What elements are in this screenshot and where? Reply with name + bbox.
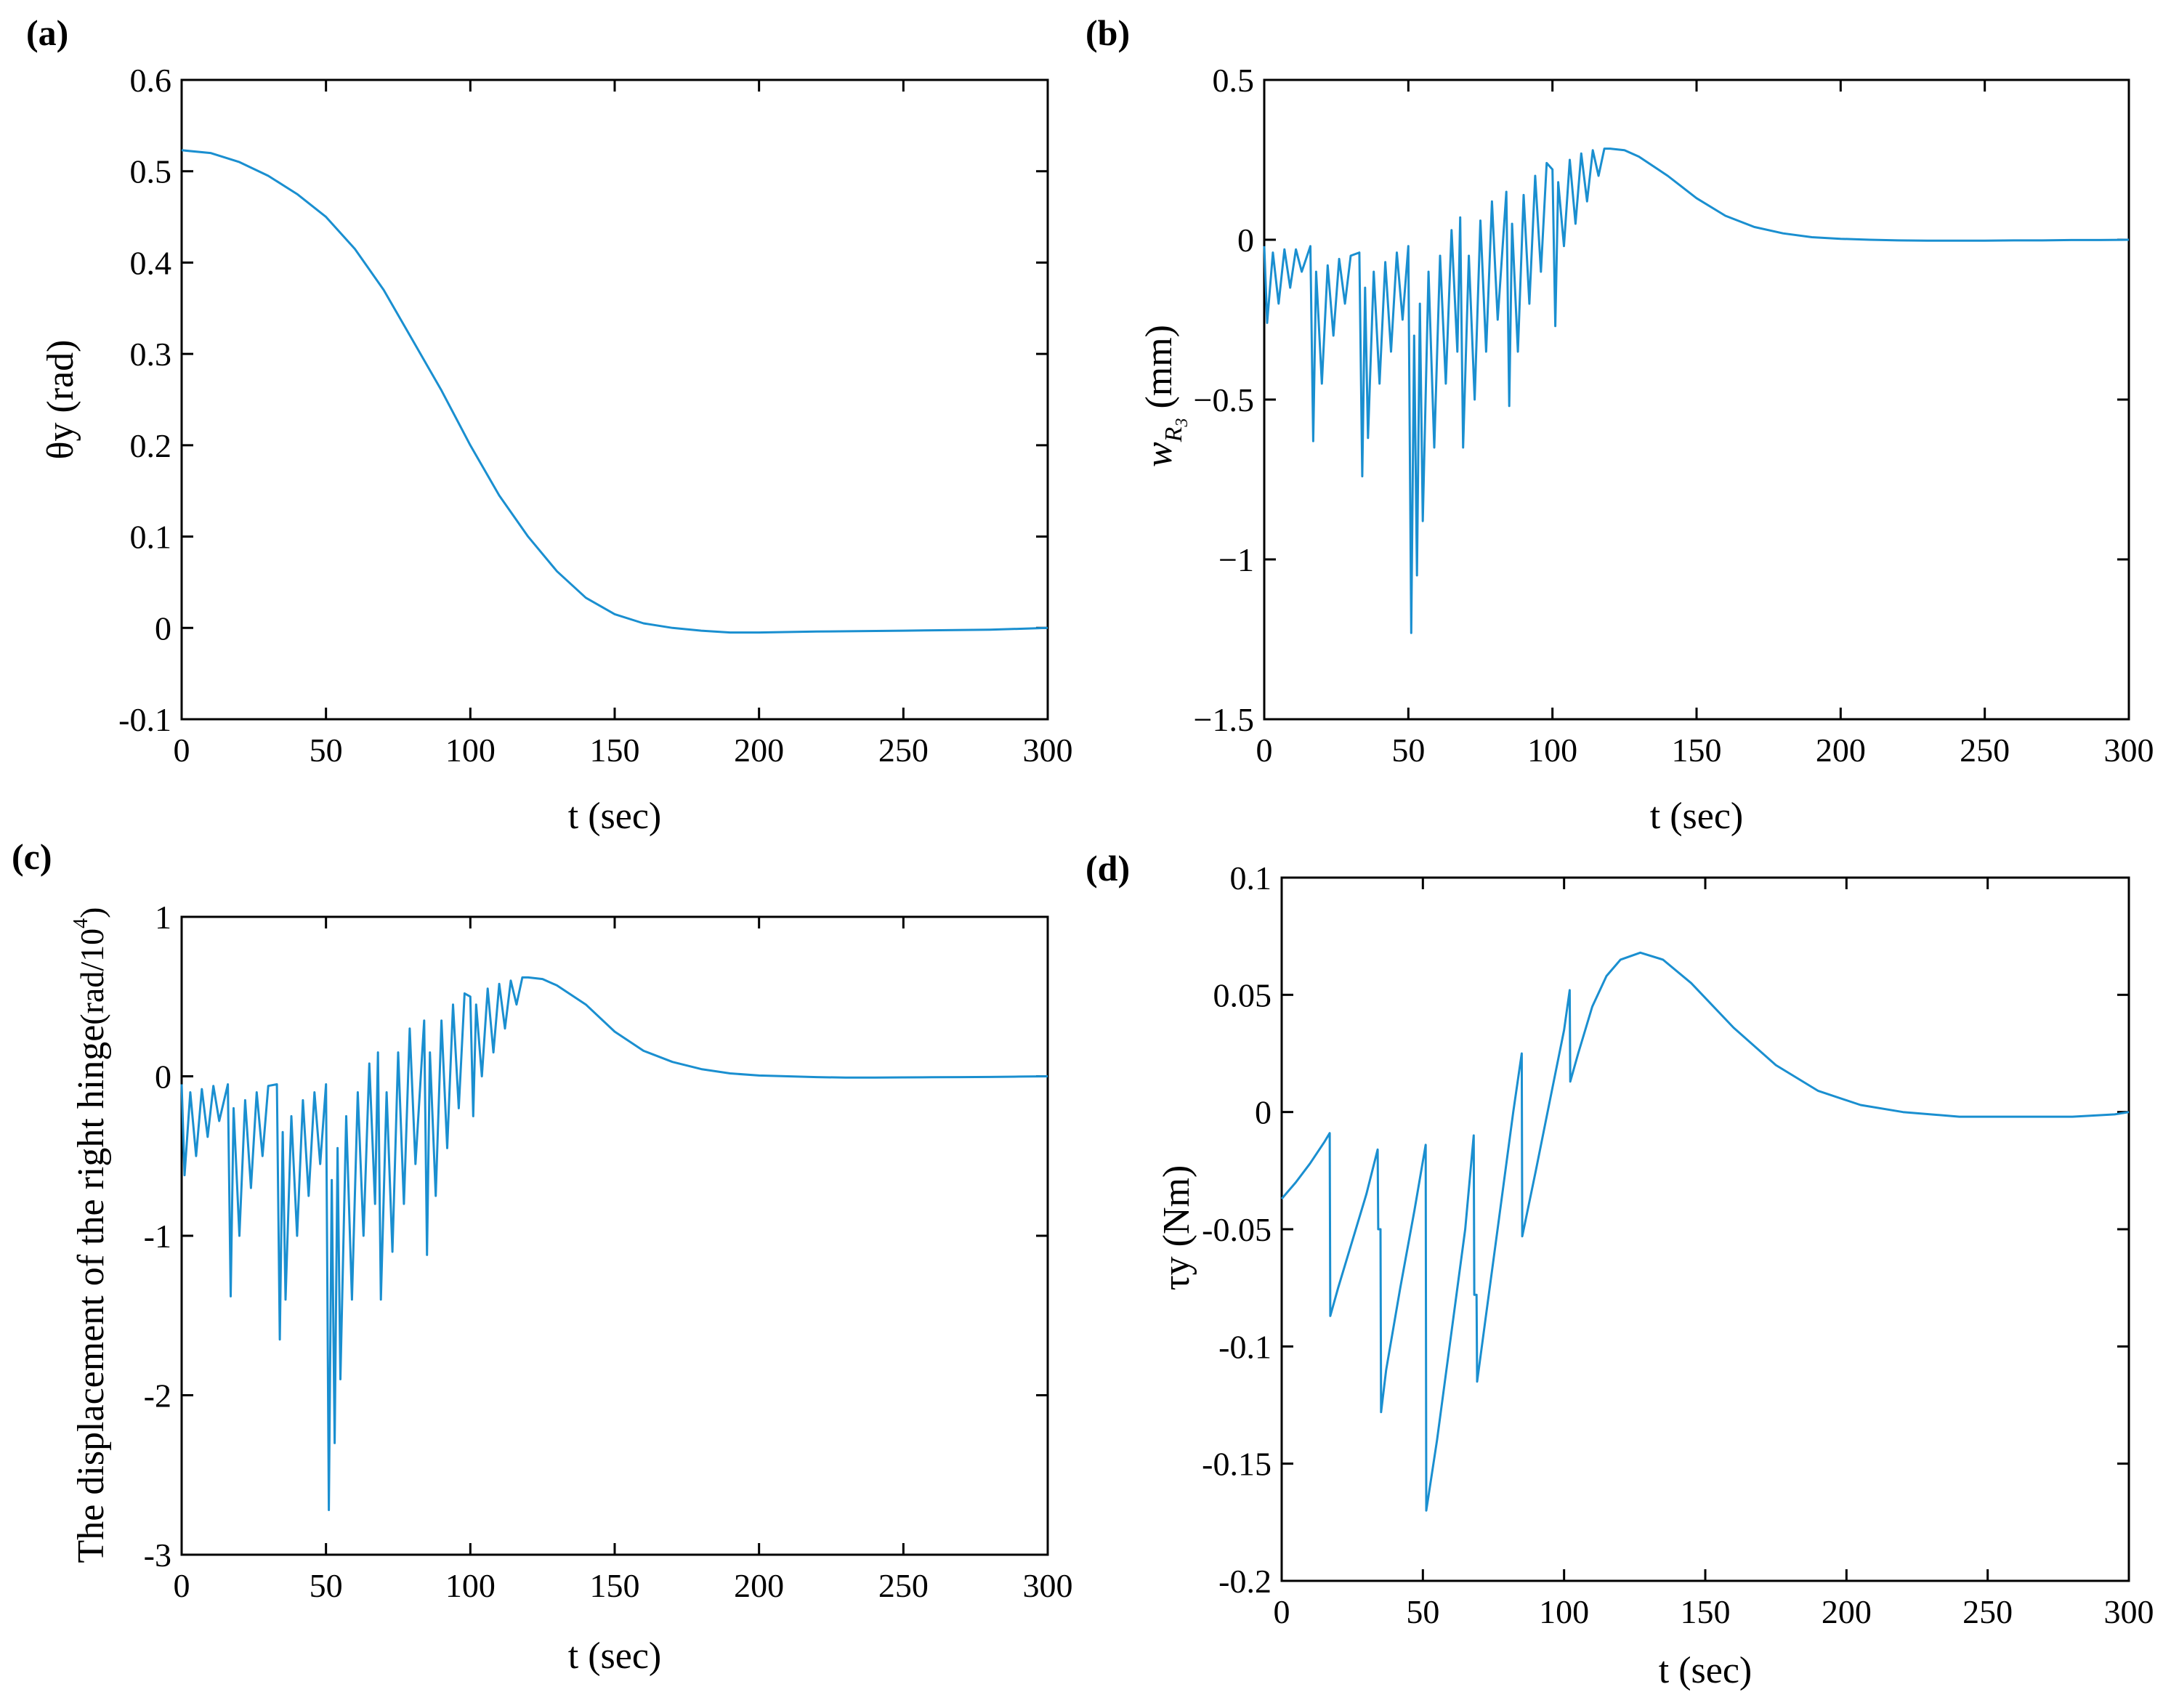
panel-c-xlabel: t (sec) xyxy=(568,1635,661,1677)
panel-d-xtick-label: 250 xyxy=(1962,1593,2013,1630)
panel-b-xtick-label: 50 xyxy=(1391,732,1425,769)
panel-c-ylabel-text: The displacement of the right hinge xyxy=(70,1025,112,1563)
panel-b-xlabel: t (sec) xyxy=(1650,796,1743,837)
panel-d-axes xyxy=(1280,876,2130,1582)
panel-b-ticks: 0 50 100 150 200 250 300 −1.5 −1 −0.5 0 0.5 xyxy=(1194,62,2154,769)
panel-b-ylabel-var: w xyxy=(1139,442,1180,467)
panel-b-ytick-label: 0 xyxy=(1237,222,1254,259)
panel-c-xtick-label: 150 xyxy=(590,1567,640,1604)
panel-b-ytick-label: −1.5 xyxy=(1194,701,1254,738)
panel-c-ylabel-unit-prefix: (rad/10 xyxy=(73,928,110,1025)
panel-c-ytick-label: 0 xyxy=(155,1059,171,1096)
panel-c-xtick-label: 100 xyxy=(445,1567,496,1604)
panel-b-xtick-label: 250 xyxy=(1960,732,2010,769)
panel-a: (a) 0 50 100 150 200 250 300-0.100.10.20.30.40… xyxy=(26,12,1073,837)
panel-a-label: (a) xyxy=(26,12,68,53)
panel-c-ylabel-unit-exp: 4 xyxy=(70,918,92,928)
panel-d-ytick-label: 0.1 xyxy=(1230,859,1272,897)
panel-c-xtick-label: 50 xyxy=(310,1567,343,1604)
panel-a-xtick-label: 200 xyxy=(734,732,784,769)
panel-c-axes xyxy=(180,915,1049,1556)
panel-c-ytick-label: -2 xyxy=(144,1377,171,1414)
panel-c-xtick-label: 200 xyxy=(734,1567,784,1604)
panel-c: (c) 0 50 100 150 200 250 300 -3 -2 -1 0 1 t (sec) T… xyxy=(12,836,1073,1677)
panel-b-xtick-label: 150 xyxy=(1672,732,1722,769)
panel-c-ytick-label: 1 xyxy=(155,899,171,936)
panel-d-series-line xyxy=(1280,951,2130,1512)
panel-d-xtick-label: 150 xyxy=(1681,1593,1731,1630)
panel-d-ytick-label: -0.2 xyxy=(1218,1563,1272,1600)
panel-c-label: (c) xyxy=(12,836,52,877)
panel-d: (d) 0 50 100 150 200 250 300 -0.2 -0.15 -0.1 -0.05… xyxy=(1086,848,2154,1691)
panel-c-xtick-label: 300 xyxy=(1023,1567,1073,1604)
panel-b-axes xyxy=(1263,78,2130,721)
panel-d-xtick-label: 200 xyxy=(1822,1593,1872,1630)
panel-b-xtick-label: 300 xyxy=(2104,732,2154,769)
panel-c-xtick-label: 250 xyxy=(878,1567,929,1604)
panel-d-ytick-label: 0 xyxy=(1255,1094,1272,1131)
panel-a-axes xyxy=(180,78,1049,721)
panel-c-ytick-label: -1 xyxy=(144,1218,171,1255)
panel-c-ylabel: The displacement of the right hinge(rad/… xyxy=(70,907,112,1563)
panel-b-ytick-label: −0.5 xyxy=(1194,381,1254,418)
panel-b-ylabel-sub: R xyxy=(1160,426,1187,442)
panel-b-xtick-label: 0 xyxy=(1256,732,1273,769)
panel-a-ytick-label: 0.2 xyxy=(130,427,172,464)
panel-d-xtick-label: 50 xyxy=(1406,1593,1439,1630)
panel-a-xtick-label: 50 xyxy=(310,732,343,769)
panel-d-ytick-label: -0.15 xyxy=(1202,1446,1272,1483)
panel-a-xtick-label: 250 xyxy=(878,732,929,769)
panel-a-ylabel: θy (rad) xyxy=(40,340,81,460)
panel-a-ytick-label: -0.1 xyxy=(118,701,171,738)
panel-d-xtick-label: 300 xyxy=(2104,1593,2154,1630)
panel-a-xtick-label: 100 xyxy=(445,732,496,769)
panel-d-ytick-label: 0.05 xyxy=(1213,976,1272,1013)
panel-c-series-line xyxy=(180,976,1048,1511)
panel-a-ytick-label: 0.1 xyxy=(130,519,172,556)
panel-d-ylabel: τy (Nm) xyxy=(1156,1165,1197,1291)
panel-d-xtick-label: 100 xyxy=(1539,1593,1589,1630)
panel-a-ytick-label: 0.6 xyxy=(130,62,172,99)
panel-c-ytick-label: -3 xyxy=(144,1537,171,1574)
panel-d-xlabel: t (sec) xyxy=(1659,1650,1752,1691)
panel-b-ylabel: wR3 (mm) xyxy=(1139,325,1192,467)
panel-a-series-line xyxy=(181,149,1048,634)
panel-a-ytick-label: 0.4 xyxy=(130,244,172,281)
panel-b: (b) 0 50 100 150 200 250 300 −1.5 −1 −0.5 0 0.5 t (… xyxy=(1086,12,2154,837)
panel-b-label: (b) xyxy=(1086,12,1130,53)
panel-c-xtick-label: 0 xyxy=(174,1567,190,1604)
panel-b-xtick-label: 100 xyxy=(1527,732,1577,769)
panel-d-label: (d) xyxy=(1086,848,1130,889)
svg-text:wR3 (mm): wR3 (mm) xyxy=(1139,325,1192,467)
panel-a-ytick-label: 0.5 xyxy=(130,153,172,190)
panel-c-ticks: 0 50 100 150 200 250 300 -3 -2 -1 0 1 xyxy=(144,899,1073,1604)
panel-a-ytick-label: 0.3 xyxy=(130,336,172,373)
panel-c-ylabel-unit-suffix: ) xyxy=(73,907,110,918)
panel-b-xtick-label: 200 xyxy=(1816,732,1866,769)
panel-a-xtick-label: 0 xyxy=(174,732,190,769)
panel-d-ticks: 0 50 100 150 200 250 300 -0.2 -0.15 -0.1 -0.05 0 0.0… xyxy=(1202,859,2154,1630)
svg-text:The displacement of the right: The displacement of the right hinge(rad/… xyxy=(70,907,112,1563)
panel-d-xtick-label: 0 xyxy=(1274,1593,1290,1630)
panel-a-xtick-label: 300 xyxy=(1023,732,1073,769)
panel-b-ytick-label: −1 xyxy=(1218,541,1254,578)
panel-b-ytick-label: 0.5 xyxy=(1213,62,1255,99)
panel-b-ylabel-unit: (mm) xyxy=(1139,325,1180,418)
panel-a-xlabel: t (sec) xyxy=(568,796,661,837)
panel-a-ticks: 0 50 100 150 200 250 300-0.100.10.20.30.40.50.… xyxy=(118,62,1072,769)
panel-a-ytick-label: 0 xyxy=(155,610,171,647)
panel-b-series-line xyxy=(1263,147,2130,634)
panel-d-ytick-label: -0.1 xyxy=(1218,1328,1272,1365)
panel-b-ylabel-subsub: 3 xyxy=(1173,418,1192,428)
panel-a-xtick-label: 150 xyxy=(590,732,640,769)
panel-d-ytick-label: -0.05 xyxy=(1202,1211,1272,1248)
